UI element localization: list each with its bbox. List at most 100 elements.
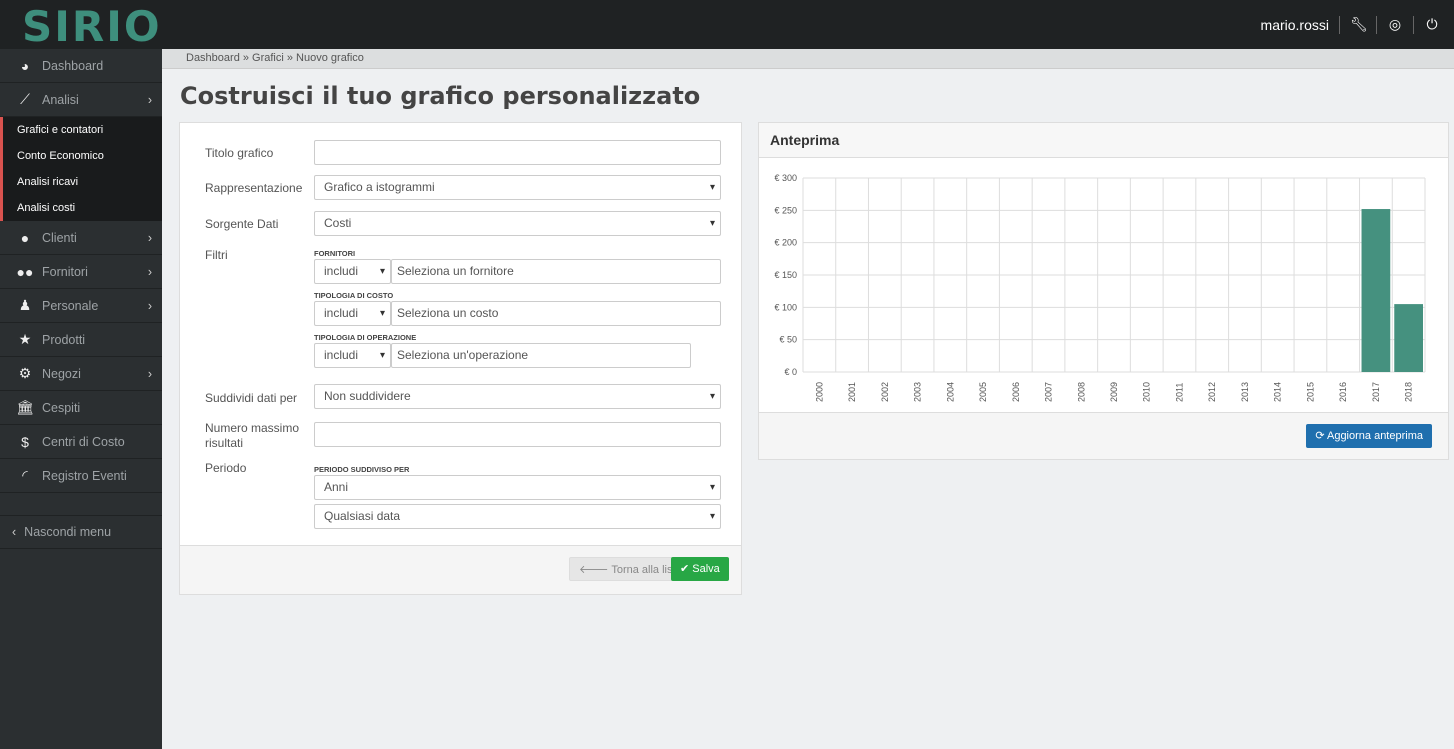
chevron-right-icon: › [147,298,152,313]
label: Aggiorna anteprima [1326,430,1423,442]
power-icon[interactable]: ⏻ [1426,16,1438,32]
sidebar: ◕ Dashboard ⟋ Analisi › Grafici e contatori… [0,49,162,749]
sidebar-item-personale[interactable]: ♟ Personale › [0,289,162,323]
x-tick-label: 2006 [1011,382,1021,402]
submenu-item-analisi-costi[interactable]: Analisi costi [17,202,76,214]
label: Nascondi menu [24,525,112,539]
sidebar-item-fornitori[interactable]: ●● Fornitori › [0,255,162,289]
y-tick-label: € 250 [774,205,797,215]
chevron-right-icon: › [147,92,152,107]
date-range-select[interactable]: Qualsiasi data [314,504,721,529]
source-select[interactable]: Costi [314,211,721,236]
submenu-item-grafici[interactable]: Grafici e contatori [17,124,104,136]
page-title: Costruisci il tuo grafico personalizzato [180,82,701,110]
x-tick-label: 2007 [1044,382,1054,402]
bar-chart: € 0 € 50 € 100 € 150 € 200 € 250 € 300 2000 2001… [774,173,1426,402]
title-input[interactable] [314,140,721,165]
x-tick-label: 2004 [945,382,955,402]
star-icon: ★ [18,331,32,347]
cost-type-label: TIPOLOGIA DI COSTO [314,291,394,300]
suppliers-input[interactable]: Seleziona un fornitore [391,259,721,284]
submenu-analisi: Grafici e contatori Conto Economico Anal… [0,117,162,221]
sidebar-item-negozi[interactable]: ⚙ Negozi › [0,357,162,391]
sidebar-item-dashboard[interactable]: ◕ Dashboard [0,49,162,83]
x-tick-label: 2013 [1240,382,1250,402]
username[interactable]: mario.rossi [1260,16,1329,33]
x-tick-label: 2002 [880,382,890,402]
label: Negozi [42,366,81,381]
split-select[interactable]: Non suddividere [314,384,721,409]
x-tick-label: 2000 [814,382,824,402]
chart-form: Titolo grafico Rappresentazione Grafico … [179,122,742,595]
arrow-left-icon: 🡐 [579,564,612,576]
operation-type-label: TIPOLOGIA DI OPERAZIONE [314,333,417,342]
refresh-icon: ⟳ [1315,430,1327,442]
operation-type-mode-select[interactable]: includi [314,343,391,368]
sidebar-item-cespiti[interactable]: 🏛︎ Cespiti [0,391,162,425]
rss-icon: ◜ [22,467,28,483]
check-icon: ✔ [680,563,693,575]
y-tick-label: € 200 [774,238,797,248]
user-icon: ● [20,229,30,246]
dashboard-icon: ◕ [20,57,30,74]
submenu-item-conto-economico[interactable]: Conto Economico [17,150,104,162]
chevron-right-icon: › [147,264,152,279]
bar-2018 [1394,304,1423,372]
label: Clienti [42,230,77,245]
y-tick-label: € 50 [779,335,797,345]
label: Centri di Costo [42,434,125,449]
label: Fornitori [42,264,88,279]
chevron-right-icon: › [147,366,152,381]
sidebar-item-centri-costo[interactable]: $ Centri di Costo [0,425,162,459]
representation-select[interactable]: Grafico a istogrammi [314,175,721,200]
submenu-item-analisi-ricavi[interactable]: Analisi ricavi [17,176,79,188]
max-results-label-2: risultati [205,436,244,450]
filters-label: Filtri [205,248,228,262]
refresh-preview-button[interactable]: ⟳ Aggiorna anteprima [1306,424,1432,448]
label: Salva [692,563,720,575]
users-icon: ●● [16,263,34,280]
label: Registro Eventi [42,468,127,483]
sidebar-item-prodotti[interactable]: ★ Prodotti [0,323,162,357]
sidebar-item-analisi[interactable]: ⟋ Analisi › [0,83,162,117]
x-tick-label: 2001 [847,382,857,402]
wrench-icon[interactable]: 🔧︎ [1350,16,1368,32]
label: Dashboard [42,58,104,73]
cost-type-mode-select[interactable]: includi [314,301,391,326]
x-tick-label: 2012 [1207,382,1217,402]
preview-panel: Anteprima € 0 € 50 € 100 € 150 € 200 € 250 € 3… [758,122,1449,460]
sidebar-item-clienti[interactable]: ● Clienti › [0,221,162,255]
person-icon: ♟ [18,297,32,313]
representation-label: Rappresentazione [205,181,303,195]
max-results-label: Numero massimo [205,421,300,435]
y-tick-label: € 0 [784,367,797,377]
label: Personale [42,298,99,313]
x-tick-label: 2003 [913,382,923,402]
dollar-icon: $ [21,433,29,450]
y-tick-label: € 150 [774,270,797,280]
period-split-label: PERIODO SUDDIVISO PER [314,465,410,474]
sidebar-item-registro-eventi[interactable]: ◜ Registro Eventi [0,459,162,493]
suppliers-mode-select[interactable]: includi [314,259,391,284]
max-results-input[interactable] [314,422,721,447]
x-tick-label: 2018 [1404,382,1414,402]
x-tick-label: 2009 [1109,382,1119,402]
x-tick-label: 2015 [1305,382,1315,402]
source-label: Sorgente Dati [205,217,279,231]
period-split-select[interactable]: Anni [314,475,721,500]
label: Analisi [42,92,79,107]
label: Torna alla lista [611,564,682,576]
cost-type-input[interactable]: Seleziona un costo [391,301,721,326]
lifebuoy-icon[interactable]: ◎ [1388,16,1402,32]
operation-type-input[interactable]: Seleziona un'operazione [391,343,691,368]
x-tick-label: 2016 [1338,382,1348,402]
logo[interactable]: SIRIO [22,2,162,51]
breadcrumb[interactable]: Dashboard » Grafici » Nuovo grafico [162,49,1454,69]
hide-menu-button[interactable]: ‹ Nascondi menu [0,515,162,549]
x-tick-label: 2014 [1273,382,1283,402]
save-button[interactable]: ✔ Salva [671,557,729,581]
chevron-left-icon: ‹ [12,525,17,539]
line-chart-icon: ⟋ [20,91,30,107]
top-bar: SIRIO mario.rossi 🔧︎ ◎ ⏻ [0,0,1454,51]
x-tick-label: 2017 [1371,382,1381,402]
